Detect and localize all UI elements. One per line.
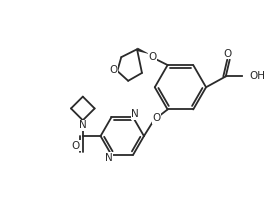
Text: O: O <box>109 65 117 75</box>
Text: N: N <box>79 120 87 130</box>
Text: O: O <box>149 52 157 62</box>
Text: O: O <box>153 113 161 123</box>
Text: O: O <box>72 141 80 151</box>
Text: N: N <box>105 153 112 163</box>
Text: OH: OH <box>250 71 265 81</box>
Text: O: O <box>224 49 232 59</box>
Polygon shape <box>136 48 150 54</box>
Text: N: N <box>131 109 139 119</box>
